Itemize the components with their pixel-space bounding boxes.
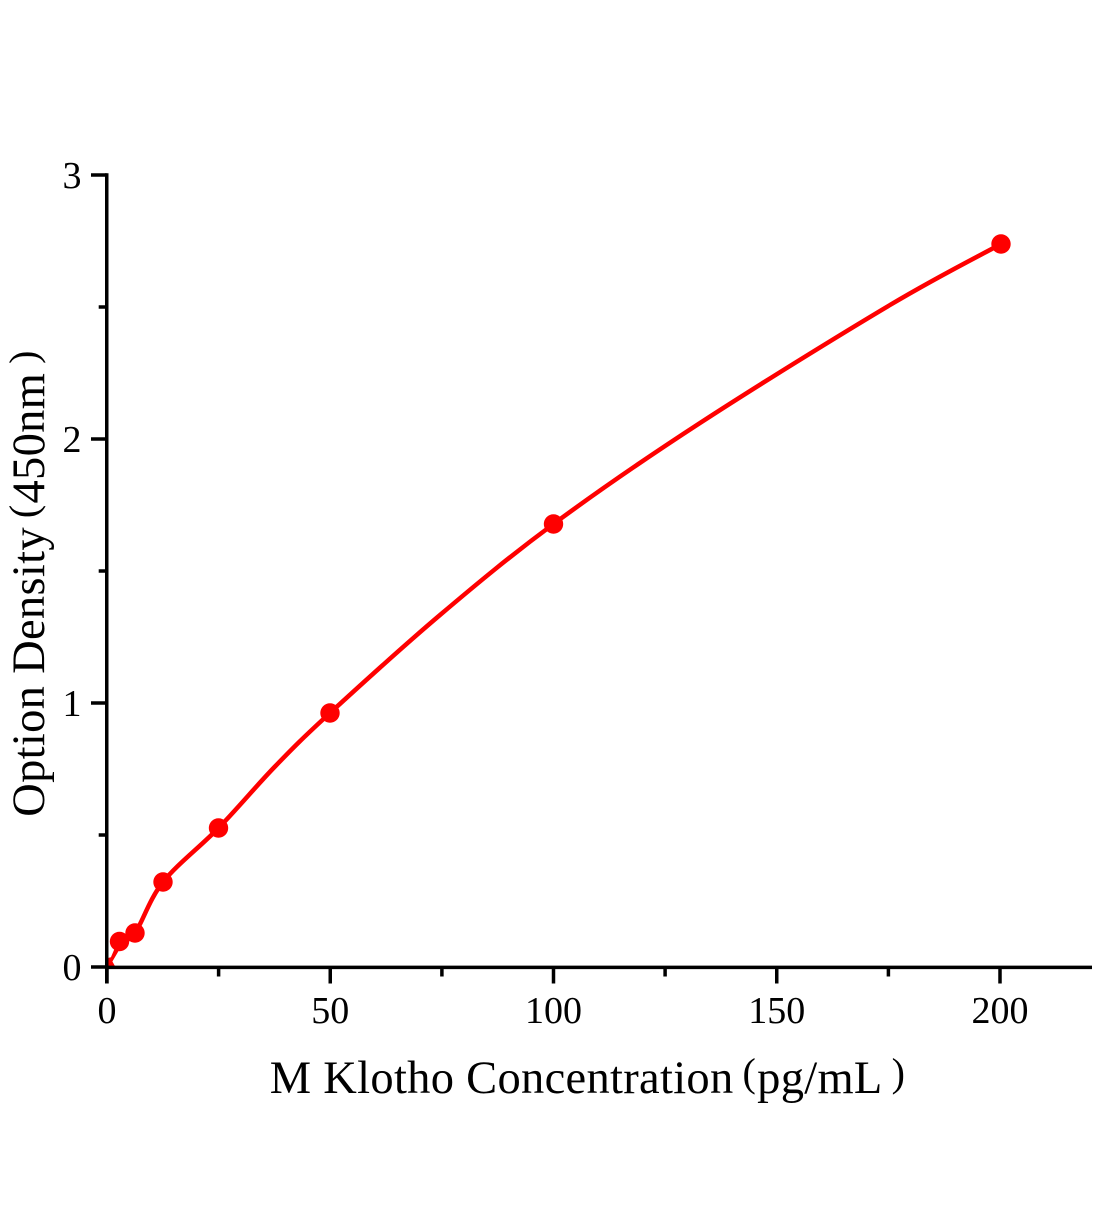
svg-text:200: 200	[972, 990, 1029, 1032]
svg-text:1: 1	[63, 683, 82, 725]
svg-text:100: 100	[525, 990, 582, 1032]
svg-text:0: 0	[63, 947, 82, 989]
svg-text:150: 150	[748, 990, 805, 1032]
svg-text:0: 0	[98, 990, 117, 1032]
svg-text:50: 50	[311, 990, 349, 1032]
svg-text:M Klotho Concentration(pg/mL): M Klotho Concentration (pg/mL)	[270, 1050, 906, 1104]
svg-text:2: 2	[63, 419, 82, 461]
svg-text:Option Density(450nm): Option Density(450nm)	[1, 350, 55, 817]
svg-text:3: 3	[63, 155, 82, 197]
